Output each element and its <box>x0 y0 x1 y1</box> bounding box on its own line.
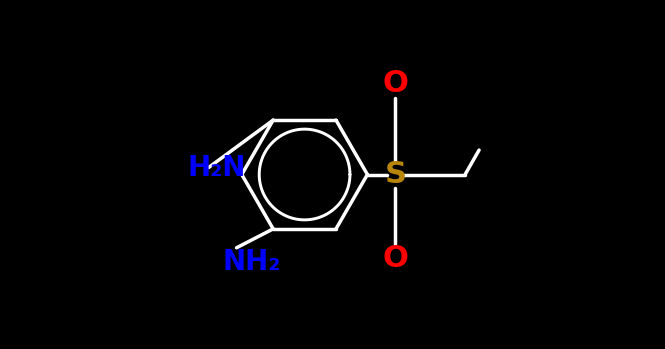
Text: H₂N: H₂N <box>188 154 246 181</box>
Text: NH₂: NH₂ <box>223 248 281 276</box>
Text: S: S <box>384 160 406 189</box>
Text: O: O <box>382 244 408 273</box>
Text: O: O <box>382 69 408 98</box>
